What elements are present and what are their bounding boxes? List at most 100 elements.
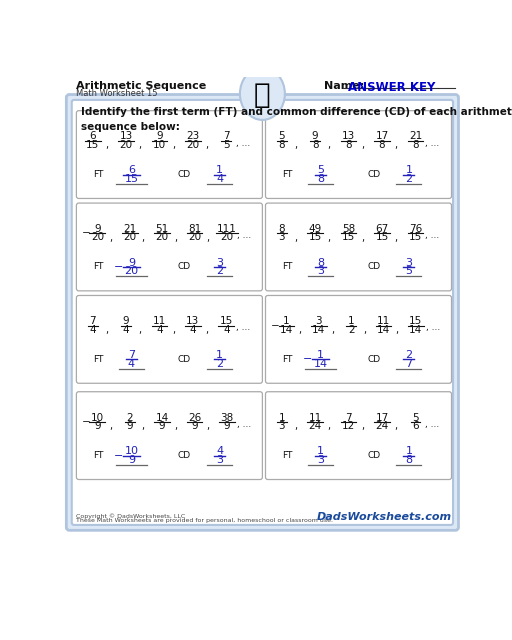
Text: ,: , (331, 325, 334, 335)
Text: ,: , (205, 325, 208, 335)
Text: 1: 1 (317, 447, 324, 456)
Text: 17: 17 (375, 131, 389, 141)
Text: 1: 1 (283, 316, 290, 326)
Text: 38: 38 (220, 413, 233, 422)
Text: 14: 14 (312, 324, 326, 335)
Text: 51: 51 (156, 224, 169, 234)
Text: , ...: , ... (425, 420, 440, 429)
Text: 15: 15 (375, 232, 389, 243)
Text: 24: 24 (375, 421, 389, 431)
Text: 2: 2 (406, 174, 413, 184)
Text: 9: 9 (224, 421, 230, 431)
Text: FT: FT (282, 170, 292, 179)
Text: 6: 6 (90, 131, 96, 141)
Text: , ...: , ... (237, 231, 251, 240)
Text: 8: 8 (279, 224, 285, 234)
Text: 20: 20 (123, 232, 136, 243)
FancyBboxPatch shape (67, 95, 458, 531)
Text: 11: 11 (309, 413, 322, 422)
Text: ,: , (394, 421, 398, 431)
Text: FT: FT (93, 262, 103, 271)
Text: 20: 20 (188, 232, 201, 243)
Text: , ...: , ... (426, 323, 440, 332)
Text: 49: 49 (309, 224, 322, 234)
Text: 9: 9 (123, 316, 130, 326)
Text: ,: , (206, 421, 209, 431)
Text: ,: , (361, 140, 364, 150)
Text: 14: 14 (377, 324, 390, 335)
Text: 9: 9 (191, 421, 198, 431)
Text: 14: 14 (409, 324, 422, 335)
Text: CD: CD (178, 355, 191, 364)
Text: 14: 14 (280, 324, 293, 335)
Text: 4: 4 (128, 358, 135, 369)
Text: FT: FT (93, 170, 103, 179)
Text: , ...: , ... (425, 138, 440, 147)
Text: ,: , (142, 421, 145, 431)
Text: 3: 3 (317, 455, 324, 465)
Text: 4: 4 (216, 174, 223, 184)
Text: 8: 8 (312, 140, 318, 150)
Text: 4: 4 (90, 324, 96, 335)
Text: ,: , (105, 325, 108, 335)
Text: 111: 111 (217, 224, 237, 234)
Text: FT: FT (282, 451, 292, 460)
Text: 5: 5 (406, 266, 412, 276)
Text: ,: , (361, 421, 364, 431)
Text: 7: 7 (128, 350, 135, 360)
Text: 20: 20 (186, 140, 200, 150)
Text: ,: , (363, 325, 367, 335)
Text: 9: 9 (94, 224, 101, 234)
Text: DadsWorksheets.com: DadsWorksheets.com (316, 512, 452, 522)
Text: 4: 4 (216, 447, 223, 456)
FancyBboxPatch shape (266, 392, 452, 479)
Text: 8: 8 (379, 140, 386, 150)
Text: 20: 20 (156, 232, 168, 243)
Text: 15: 15 (309, 232, 322, 243)
Text: 67: 67 (375, 224, 389, 234)
Text: ,: , (110, 421, 113, 431)
Text: 2: 2 (406, 350, 413, 360)
Text: 8: 8 (412, 140, 419, 150)
Text: 81: 81 (188, 224, 201, 234)
Text: 9: 9 (128, 258, 135, 268)
Text: Name:: Name: (325, 81, 365, 91)
Text: ,: , (328, 233, 331, 243)
Text: 9: 9 (126, 421, 133, 431)
Text: 1: 1 (279, 413, 285, 422)
Text: CD: CD (178, 170, 191, 179)
Text: 11: 11 (153, 316, 166, 326)
Text: 3: 3 (315, 316, 322, 326)
Text: ,: , (294, 140, 297, 150)
Text: −: − (114, 262, 123, 272)
Text: Copyright © DadsWorksheets, LLC: Copyright © DadsWorksheets, LLC (76, 513, 186, 519)
Text: ANSWER KEY: ANSWER KEY (349, 81, 436, 93)
FancyBboxPatch shape (266, 203, 452, 291)
Text: 2: 2 (348, 324, 354, 335)
Text: 1: 1 (317, 350, 324, 360)
Text: 1: 1 (348, 316, 354, 326)
Text: 13: 13 (342, 131, 355, 141)
Ellipse shape (240, 68, 285, 120)
Text: Math Worksheet 15: Math Worksheet 15 (76, 89, 158, 98)
Text: 7: 7 (406, 358, 413, 369)
Text: 9: 9 (312, 131, 318, 141)
Text: 3: 3 (279, 421, 285, 431)
Text: 76: 76 (409, 224, 422, 234)
Text: −: − (303, 355, 312, 364)
Text: 26: 26 (188, 413, 201, 422)
Text: 58: 58 (342, 224, 355, 234)
FancyBboxPatch shape (76, 111, 262, 198)
Text: 7: 7 (223, 131, 229, 141)
Text: 🦉: 🦉 (254, 81, 271, 109)
Text: 5: 5 (223, 140, 229, 150)
Text: 15: 15 (409, 232, 422, 243)
Text: 10: 10 (124, 447, 138, 456)
Text: 3: 3 (406, 258, 412, 268)
Text: CD: CD (367, 262, 380, 271)
Text: 9: 9 (128, 455, 135, 465)
Text: 10: 10 (91, 413, 104, 422)
Text: 11: 11 (377, 316, 390, 326)
Text: CD: CD (367, 355, 380, 364)
Text: 6: 6 (128, 165, 135, 175)
